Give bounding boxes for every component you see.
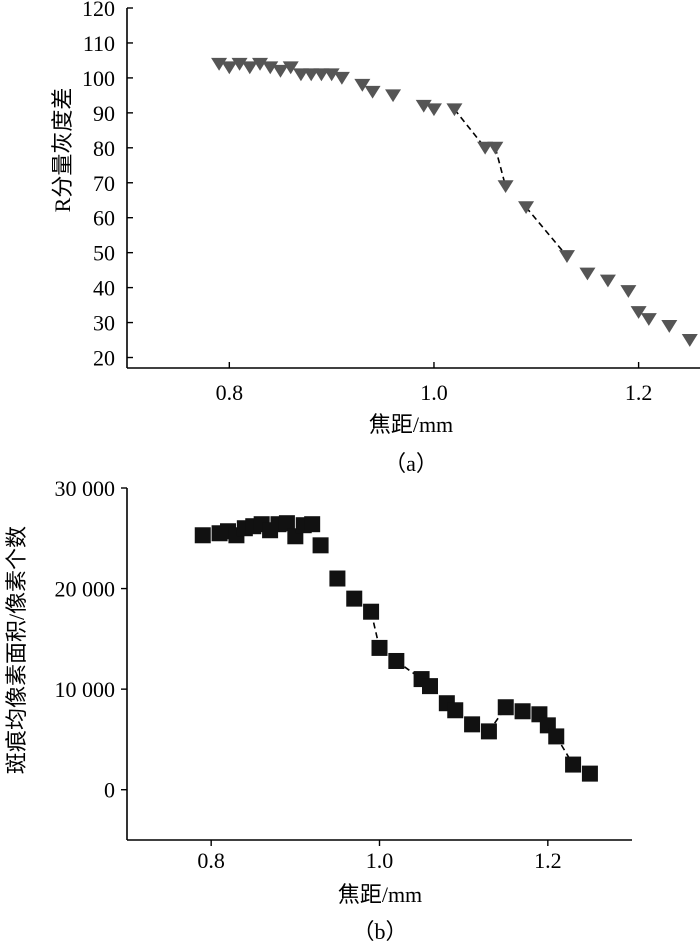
y-tick-label: 100 xyxy=(82,66,115,91)
data-point-square xyxy=(548,728,565,745)
data-point-triangle xyxy=(221,61,238,75)
data-point-square xyxy=(304,516,321,533)
data-point-square xyxy=(371,639,388,656)
data-point-triangle xyxy=(558,250,575,263)
data-point-triangle xyxy=(354,78,371,92)
data-point-square xyxy=(480,723,497,740)
data-point-triangle xyxy=(241,61,258,75)
y-axis-title-b: 斑痕均像素面积/像素个数 xyxy=(4,526,29,774)
y-tick-label: 80 xyxy=(93,136,115,161)
data-point-triangle xyxy=(620,285,637,298)
y-tick-label: 110 xyxy=(83,31,115,56)
y-tick-label: 30 xyxy=(93,311,115,336)
y-tick-label: 30 000 xyxy=(55,476,116,501)
data-point-triangle xyxy=(323,68,340,82)
data-point-triangle xyxy=(681,334,698,347)
y-tick-label: 20 xyxy=(93,346,115,371)
data-point-triangle xyxy=(630,306,647,319)
data-point-triangle xyxy=(477,141,494,155)
data-point-square xyxy=(194,527,211,544)
data-point-triangle xyxy=(415,99,432,113)
connector-line xyxy=(525,206,568,257)
y-tick-label: 70 xyxy=(93,171,115,196)
x-tick-label: 1.2 xyxy=(534,848,562,873)
data-point-square xyxy=(422,678,438,695)
chart-panel-b: 0 10 000 20 000 30 000 0.8 1.0 1.2 xyxy=(55,476,632,873)
x-axis-title-b: 焦距/mm xyxy=(338,882,422,907)
connector-line xyxy=(494,147,507,187)
x-axis-title-a: 焦距/mm xyxy=(369,412,453,437)
data-point-triangle xyxy=(231,57,248,71)
y-tick-label: 60 xyxy=(93,206,115,231)
data-point-triangle xyxy=(661,320,678,333)
data-point-triangle xyxy=(425,103,442,117)
data-point-triangle xyxy=(333,71,350,85)
data-point-triangle xyxy=(640,313,657,326)
y-tick-label: 120 xyxy=(82,0,115,21)
x-tick-label: 0.8 xyxy=(197,848,225,873)
data-point-square xyxy=(497,699,514,716)
data-point-square xyxy=(278,515,295,532)
data-point-triangle xyxy=(211,57,228,71)
data-point-triangle xyxy=(282,61,299,75)
data-point-triangle xyxy=(487,141,504,155)
data-point-square xyxy=(565,756,582,773)
x-tick-label: 1.0 xyxy=(420,380,448,405)
data-point-triangle xyxy=(446,103,463,117)
y-tick-label: 50 xyxy=(93,241,115,266)
data-point-triangle xyxy=(385,89,402,103)
data-point-square xyxy=(388,652,405,669)
data-point-square xyxy=(312,537,329,554)
y-tick-label: 90 xyxy=(93,101,115,126)
data-point-triangle xyxy=(579,267,596,281)
y-axis-title-a: R分量灰度差 xyxy=(50,88,75,213)
data-point-square xyxy=(447,702,464,719)
chart-panel-a: 20 30 40 50 60 70 80 90 100 110 120 0.8 1.0 1.2 xyxy=(82,0,700,405)
data-point-triangle xyxy=(292,68,309,82)
data-point-triangle xyxy=(313,68,330,82)
x-tick-label: 1.0 xyxy=(366,848,394,873)
data-point-square xyxy=(514,703,531,720)
data-point-square xyxy=(464,716,481,733)
data-point-triangle xyxy=(303,68,320,82)
data-point-triangle xyxy=(518,201,535,215)
data-point-square xyxy=(329,570,346,587)
data-point-triangle xyxy=(364,85,381,99)
y-tick-label: 20 000 xyxy=(55,577,116,602)
data-point-square xyxy=(346,590,363,607)
data-point-triangle xyxy=(272,64,289,78)
panel-label-b: （b） xyxy=(352,919,407,944)
data-point-triangle xyxy=(599,274,616,288)
data-point-triangle xyxy=(262,61,279,75)
data-point-square xyxy=(581,765,598,782)
x-tick-label: 1.2 xyxy=(625,380,653,405)
y-tick-label: 0 xyxy=(104,778,115,803)
data-point-triangle xyxy=(497,180,514,194)
y-tick-label: 40 xyxy=(93,276,115,301)
data-point-triangle xyxy=(252,57,269,71)
x-tick-label: 0.8 xyxy=(216,380,244,405)
panel-label-a: （a） xyxy=(384,451,438,476)
y-tick-label: 10 000 xyxy=(55,677,116,702)
connector-line xyxy=(453,108,486,149)
data-point-square xyxy=(363,603,380,620)
